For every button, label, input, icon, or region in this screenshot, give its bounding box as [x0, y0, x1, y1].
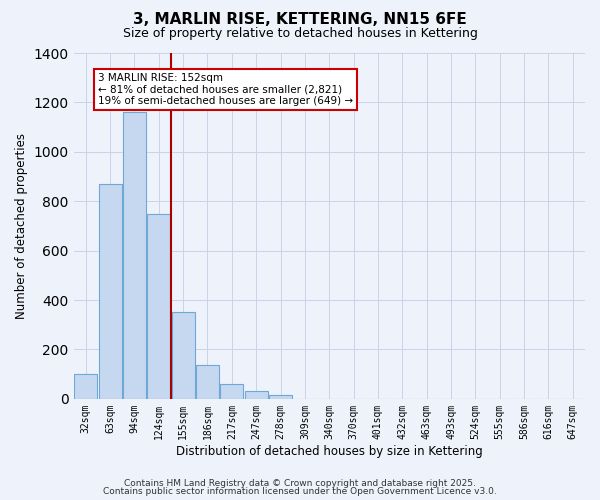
Text: Contains HM Land Registry data © Crown copyright and database right 2025.: Contains HM Land Registry data © Crown c…	[124, 478, 476, 488]
Y-axis label: Number of detached properties: Number of detached properties	[15, 133, 28, 319]
Text: Contains public sector information licensed under the Open Government Licence v3: Contains public sector information licen…	[103, 487, 497, 496]
Bar	[98, 184, 122, 399]
Text: 3, MARLIN RISE, KETTERING, NN15 6FE: 3, MARLIN RISE, KETTERING, NN15 6FE	[133, 12, 467, 28]
Text: Size of property relative to detached houses in Kettering: Size of property relative to detached ho…	[122, 28, 478, 40]
Bar	[123, 112, 146, 399]
Bar	[220, 384, 244, 399]
Bar	[172, 312, 195, 399]
Text: 3 MARLIN RISE: 152sqm
← 81% of detached houses are smaller (2,821)
19% of semi-d: 3 MARLIN RISE: 152sqm ← 81% of detached …	[98, 73, 353, 106]
Bar	[147, 214, 170, 399]
Bar	[245, 392, 268, 399]
Bar	[269, 395, 292, 399]
Bar	[196, 366, 219, 399]
Bar	[74, 374, 97, 399]
X-axis label: Distribution of detached houses by size in Kettering: Distribution of detached houses by size …	[176, 444, 482, 458]
